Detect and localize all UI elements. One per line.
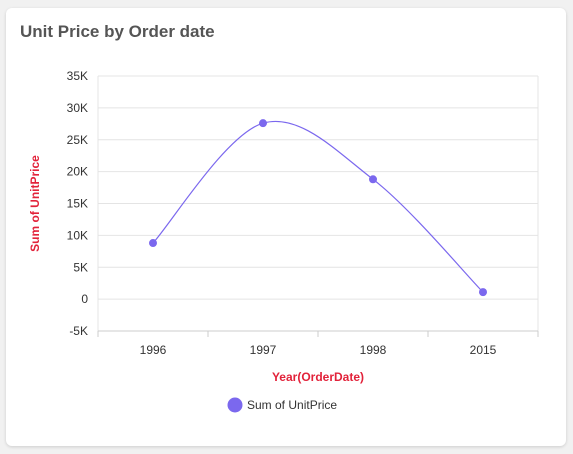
x-axis-title: Year(OrderDate): [272, 370, 364, 384]
data-point: [149, 239, 157, 248]
y-tick-label: 30K: [67, 101, 88, 115]
data-point: [369, 175, 377, 184]
line-chart: -5K 0 5K 10K 15K 20K 25K 30K 35K 1996 1997 1998 2015…: [28, 69, 539, 413]
x-tick-label: 1996: [140, 343, 167, 357]
x-tick-label: 1997: [250, 343, 277, 357]
legend-label: Sum of UnitPrice: [247, 398, 337, 412]
y-tick-label: 0: [81, 292, 88, 306]
y-tick-label: 25K: [67, 133, 88, 147]
y-tick-label: 5K: [73, 260, 88, 274]
y-axis-title: Sum of UnitPrice: [28, 155, 42, 252]
x-tick-label: 1998: [360, 343, 387, 357]
series-line: [152, 120, 484, 293]
y-tick-label: 10K: [67, 228, 88, 242]
data-point: [259, 119, 267, 128]
data-point: [479, 288, 487, 297]
legend-marker: [227, 397, 243, 413]
y-tick-label: 15K: [67, 197, 88, 211]
x-tick-label: 2015: [470, 343, 497, 357]
y-tick-label: -5K: [69, 324, 88, 338]
y-tick-label: 20K: [67, 165, 88, 179]
chart-title: Unit Price by Order date: [20, 22, 215, 41]
chart-card: Unit Price by Order date -5K 0 5K 10K 15K 20K…: [6, 8, 566, 446]
y-tick-label: 35K: [67, 69, 88, 83]
